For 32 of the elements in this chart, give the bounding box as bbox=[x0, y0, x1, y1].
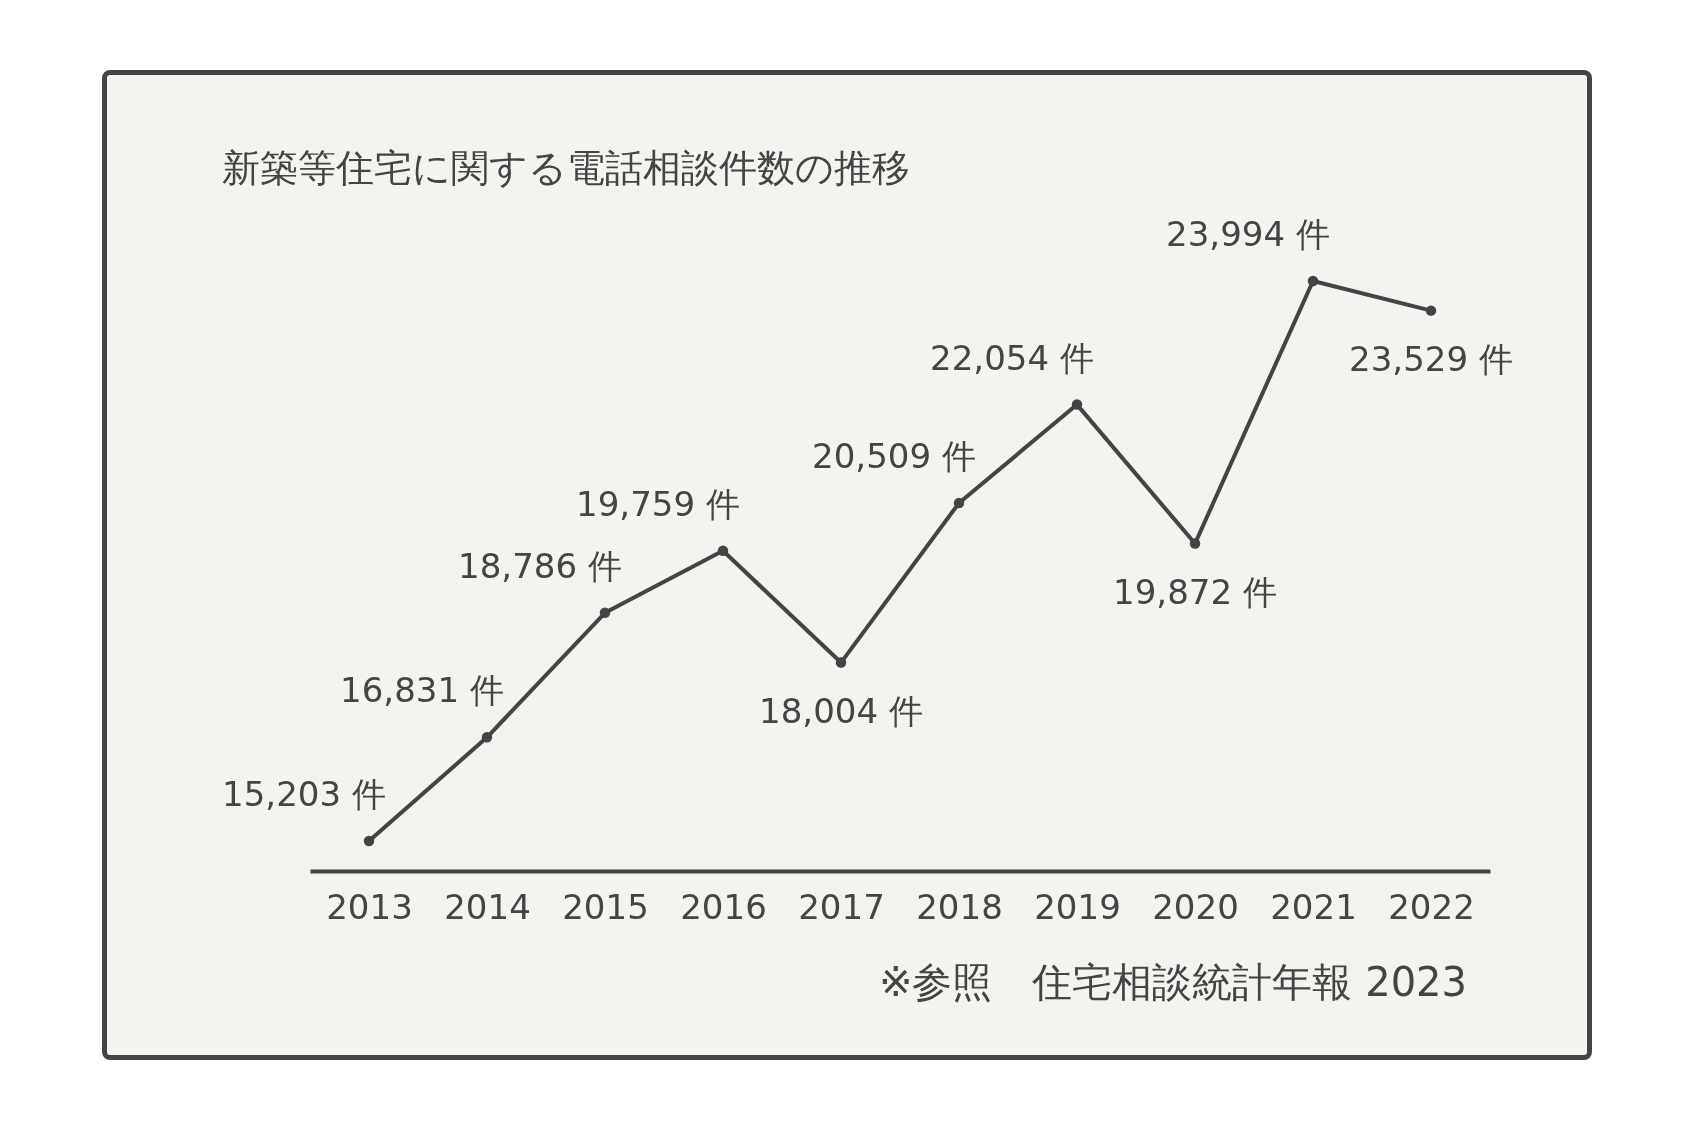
x-tick-label: 2019 bbox=[1034, 886, 1121, 927]
x-tick-label: 2015 bbox=[562, 886, 649, 927]
x-tick-label: 2021 bbox=[1270, 886, 1357, 927]
data-label: 16,831 件 bbox=[340, 670, 504, 711]
point bbox=[717, 545, 729, 557]
point bbox=[1189, 538, 1201, 549]
point bbox=[363, 835, 375, 847]
data-label: 18,004 件 bbox=[759, 690, 923, 731]
data-label: 22,054 件 bbox=[930, 337, 1094, 378]
point bbox=[1425, 305, 1437, 316]
data-label: 19,872 件 bbox=[1113, 571, 1277, 612]
point bbox=[835, 657, 847, 668]
x-tick-label: 2013 bbox=[326, 886, 413, 927]
data-label: 19,759 件 bbox=[576, 483, 740, 524]
data-label: 23,994 件 bbox=[1166, 214, 1330, 254]
point bbox=[599, 607, 611, 618]
point bbox=[953, 497, 965, 509]
x-tick-label: 2016 bbox=[680, 886, 767, 927]
chart-title: 新築等住宅に関する電話相談件数の推移 bbox=[222, 146, 911, 190]
x-tick-label: 2022 bbox=[1388, 886, 1475, 927]
x-tick-label: 2018 bbox=[916, 886, 1003, 927]
data-label: 18,786 件 bbox=[458, 545, 622, 586]
data-label: 15,203 件 bbox=[222, 774, 386, 814]
data-label: 23,529 件 bbox=[1349, 338, 1513, 379]
point bbox=[1071, 399, 1083, 410]
data-label: 20,509 件 bbox=[812, 436, 976, 476]
x-tick-label: 2017 bbox=[798, 886, 885, 927]
x-tick-label: 2014 bbox=[444, 886, 531, 927]
point bbox=[481, 732, 493, 743]
text: ※参照 住宅相談統計年報 2023 bbox=[878, 958, 1467, 1007]
x-tick-label: 2020 bbox=[1152, 886, 1239, 927]
point bbox=[1307, 275, 1319, 287]
